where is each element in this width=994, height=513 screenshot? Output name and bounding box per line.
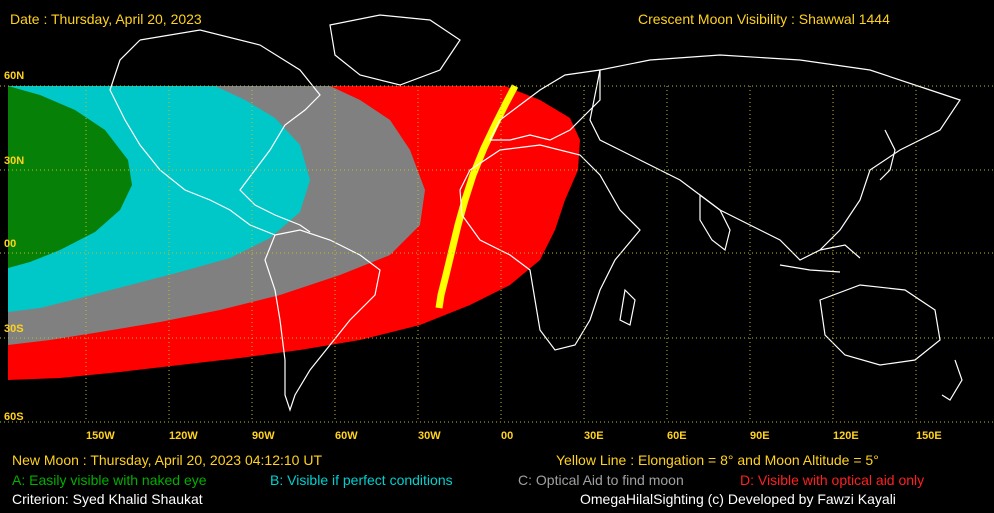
lon-label-60e: 60E — [667, 430, 687, 442]
lon-label-150e: 150E — [916, 430, 942, 442]
criterion-label: Criterion: Syed Khalid Shaukat — [12, 491, 203, 507]
zone-a-region — [8, 86, 132, 268]
legend-d: D: Visible with optical aid only — [740, 472, 925, 488]
credit-label: OmegaHilalSighting (c) Developed by Fawz… — [580, 491, 896, 507]
lon-label-150w: 150W — [86, 430, 115, 442]
lat-label-00: 00 — [4, 238, 17, 250]
legend-a: A: Easily visible with naked eye — [12, 472, 207, 488]
lat-label-30s: 30S — [4, 323, 24, 335]
lat-label-30n: 30N — [4, 155, 25, 167]
lon-label-90w: 90W — [252, 430, 275, 442]
lat-label-60s: 60S — [4, 411, 24, 423]
yellow-line — [435, 84, 519, 309]
legend-b: B: Visible if perfect conditions — [270, 472, 453, 488]
graticule — [0, 85, 994, 423]
lon-label-60w: 60W — [335, 430, 358, 442]
legend-c: C: Optical Aid to find moon — [518, 472, 684, 488]
lon-label-90e: 90E — [750, 430, 770, 442]
lon-label-120w: 120W — [169, 430, 198, 442]
lat-label-60n: 60N — [4, 70, 25, 82]
date-label: Date : Thursday, April 20, 2023 — [10, 11, 202, 27]
lon-label-00: 00 — [501, 430, 514, 442]
new-moon-label: New Moon : Thursday, April 20, 2023 04:1… — [12, 452, 322, 468]
lon-label-30w: 30W — [418, 430, 441, 442]
yellow-line-label: Yellow Line : Elongation = 8° and Moon A… — [556, 452, 879, 468]
map-title: Crescent Moon Visibility : Shawwal 1444 — [638, 11, 890, 27]
lon-label-30e: 30E — [584, 430, 604, 442]
lon-label-120e: 120E — [833, 430, 859, 442]
coastlines — [109, 14, 963, 412]
